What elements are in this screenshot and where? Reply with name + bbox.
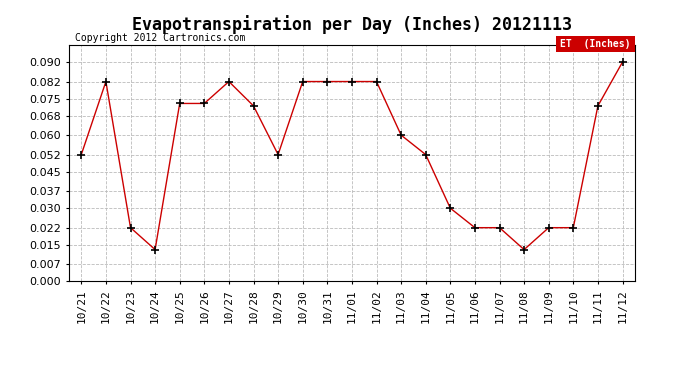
Title: Evapotranspiration per Day (Inches) 20121113: Evapotranspiration per Day (Inches) 2012…: [132, 15, 572, 34]
Text: Copyright 2012 Cartronics.com: Copyright 2012 Cartronics.com: [75, 33, 245, 43]
